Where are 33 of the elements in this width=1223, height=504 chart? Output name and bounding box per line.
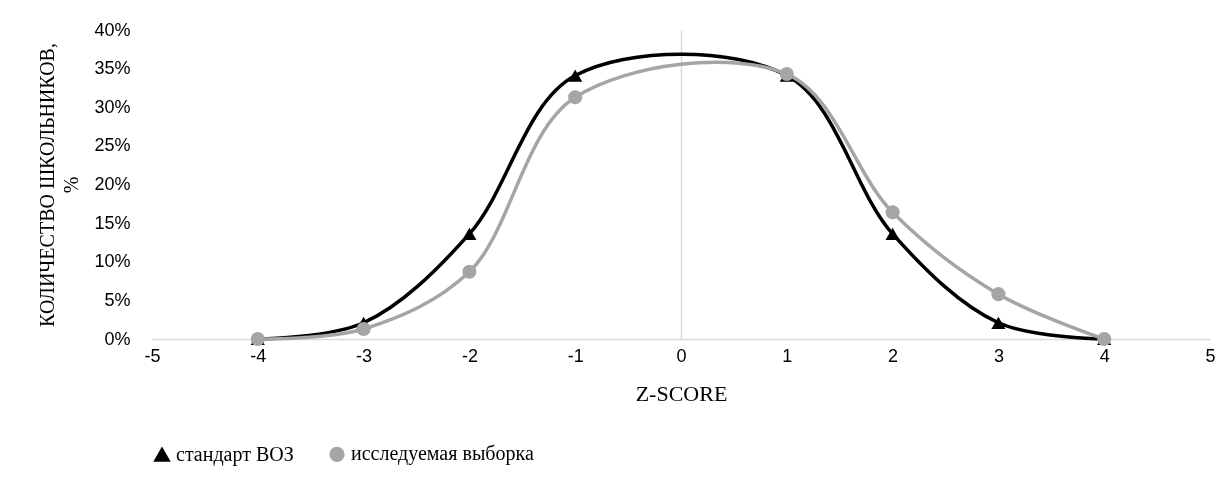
- x-tick-label: -3: [356, 345, 373, 366]
- point: [462, 227, 477, 241]
- y-tick-label: 20%: [94, 174, 131, 194]
- y-tick-label: 15%: [94, 212, 131, 233]
- y-tick-label: 10%: [94, 251, 131, 272]
- y-tick-label: 5%: [104, 289, 131, 310]
- point: [462, 264, 477, 279]
- x-tick-label: -1: [567, 345, 584, 366]
- y-tick-label: 25%: [94, 135, 131, 156]
- x-tick-label: 4: [1099, 345, 1110, 366]
- point: [885, 227, 900, 241]
- point: [991, 316, 1006, 329]
- point: [568, 90, 583, 105]
- x-tick-label: 2: [888, 345, 899, 366]
- y-axis-title: КОЛИЧЕСТВО ШКОЛЬНИКОВ, %: [36, 43, 83, 327]
- x-tick-label: 3: [993, 345, 1004, 366]
- y-tick-label: 40%: [94, 19, 131, 40]
- x-tick-label: -2: [461, 345, 478, 366]
- x-tick-label: 0: [676, 345, 687, 366]
- point: [568, 69, 583, 82]
- y-tick-label: 0%: [104, 328, 131, 349]
- legend-label: исследуемая выборка: [351, 442, 534, 466]
- x-tick-label: -4: [250, 345, 267, 366]
- point: [356, 321, 371, 337]
- x-tick-label: 5: [1205, 345, 1216, 366]
- x-tick-label: -5: [144, 345, 161, 366]
- point: [991, 287, 1006, 302]
- y-tick-label: 30%: [94, 96, 131, 117]
- x-tick-label: 1: [782, 345, 793, 366]
- point: [885, 205, 900, 220]
- x-axis-title: Z-SCORE: [635, 380, 728, 406]
- y-tick-label: 35%: [94, 58, 131, 79]
- legend-label: стандарт ВОЗ: [176, 442, 294, 466]
